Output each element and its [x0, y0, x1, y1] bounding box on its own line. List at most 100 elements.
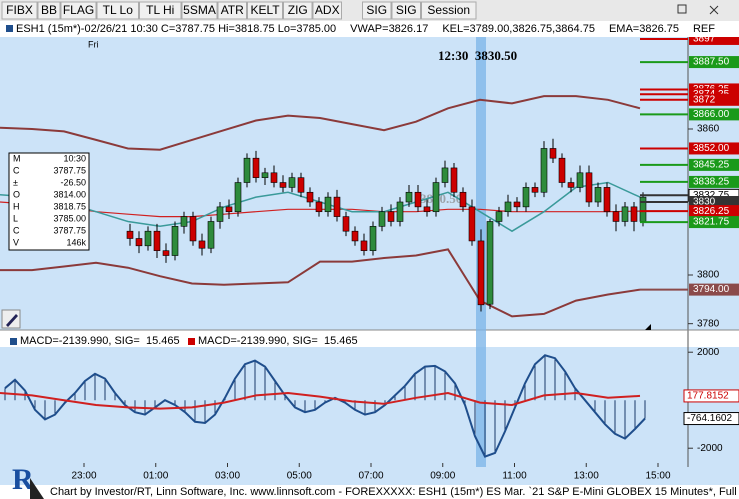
candle-body — [252, 157, 260, 178]
candle-body — [189, 216, 197, 242]
pencil-tool[interactable] — [1, 309, 21, 329]
legend-swatch — [10, 338, 17, 345]
toolbar-button[interactable] — [391, 1, 421, 20]
header-item: ESH1 (15m*)-02/26/21 10:30 C=3787.75 Hi=… — [16, 23, 336, 35]
candle-body — [450, 167, 458, 193]
info-value: 3785.00 — [53, 213, 86, 223]
toolbar-button[interactable] — [312, 1, 342, 20]
y-tick-label: 3800 — [697, 270, 720, 281]
candle-body — [216, 206, 224, 222]
close-button[interactable] — [709, 5, 719, 15]
candle-body — [477, 240, 485, 306]
candle-body — [171, 226, 179, 256]
info-key: V — [13, 237, 19, 247]
price-label-box — [689, 158, 739, 171]
toolbar-button[interactable] — [96, 1, 139, 20]
candle-body — [558, 157, 566, 183]
toolbar-button[interactable] — [37, 1, 61, 20]
header-bar — [0, 21, 739, 37]
candle-body — [432, 182, 440, 213]
candle-body — [468, 206, 476, 242]
toolbar-button-label: 5SMA — [183, 3, 216, 17]
candle-body — [135, 238, 143, 247]
x-tick-label: 07:00 — [358, 471, 383, 482]
toolbar-button[interactable] — [217, 1, 247, 20]
price-label-box — [689, 283, 739, 296]
pencil-icon — [6, 314, 18, 327]
header-item: REF — [693, 23, 715, 35]
day-label: Fri — [88, 39, 99, 49]
candle-body — [621, 206, 629, 222]
candle-body — [567, 182, 575, 188]
toolbar-button-label: FIBX — [6, 3, 33, 17]
price-label: 3887.50 — [693, 57, 730, 68]
info-key: C — [13, 225, 20, 235]
info-value: 3814.00 — [53, 189, 86, 199]
info-key: M — [13, 153, 21, 163]
price-label-box — [689, 37, 739, 45]
candle-body — [441, 167, 449, 183]
macd-value-label: -764.1602 — [687, 413, 732, 424]
toolbar-button-label: SIG — [366, 3, 387, 17]
x-tick-label: 13:00 — [574, 471, 599, 482]
candle-body — [315, 201, 323, 213]
info-value: 3787.75 — [53, 225, 86, 235]
toolbar-button[interactable] — [181, 1, 218, 20]
candle-body — [261, 172, 269, 178]
header-item: KEL=3789.00,3826.75,3864.75 — [442, 23, 595, 35]
candle-body — [279, 182, 287, 188]
price-plot: 38973887.503876.253874.2538723866.003852… — [0, 37, 739, 318]
candle-body — [351, 230, 359, 242]
toolbar-button-label: Session — [427, 3, 470, 17]
toolbar-button[interactable] — [362, 1, 392, 20]
time-axis — [0, 467, 739, 485]
candle-body — [414, 191, 422, 208]
macd-value-box — [683, 412, 739, 426]
header-swatch — [6, 25, 13, 32]
toolbar-button-label: ATR — [221, 3, 244, 17]
candle-body — [504, 201, 512, 213]
y-tick-label: -2000 — [697, 443, 723, 454]
candle-body — [225, 206, 233, 213]
toolbar-button[interactable] — [247, 1, 283, 20]
info-key: H — [13, 201, 20, 211]
toolbar-button[interactable] — [1, 1, 38, 20]
info-value: -26.50 — [60, 177, 86, 187]
signal-line — [0, 391, 641, 410]
footer — [0, 485, 739, 499]
toolbar-button[interactable] — [283, 1, 313, 20]
price-label: 3838.25 — [693, 177, 730, 188]
candle-body — [360, 240, 368, 251]
logo-mark — [30, 478, 44, 499]
price-label: 3866.00 — [693, 109, 730, 120]
y-tick-label: 3860 — [697, 124, 720, 135]
macd-value-label: 177.8152 — [687, 391, 729, 402]
x-tick-label: 11:00 — [502, 471, 527, 482]
price-label-box — [689, 93, 739, 106]
candle-body — [144, 230, 152, 247]
macd-value-box — [683, 389, 739, 403]
candle-body — [531, 187, 539, 193]
candle-body — [594, 187, 602, 203]
toolbar-button[interactable] — [60, 1, 97, 20]
header-text: ESH1 (15m*)-02/26/21 10:30 C=3787.75 Hi=… — [16, 23, 715, 35]
toolbar-button-label: TL Lo — [103, 3, 134, 17]
candle-body — [396, 201, 404, 222]
info-value: 3818.75 — [53, 201, 86, 211]
candle-body — [180, 216, 188, 227]
y-tick-label: 2000 — [697, 347, 720, 358]
price-label-box — [689, 56, 739, 69]
info-box — [8, 152, 90, 251]
price-label: 3821.75 — [693, 217, 730, 228]
y-tick-label: 3780 — [697, 318, 720, 329]
x-tick-label: 09:00 — [430, 471, 455, 482]
toolbar-button[interactable] — [421, 1, 477, 20]
scroll-marker — [645, 324, 651, 330]
restore-button[interactable] — [677, 4, 687, 14]
price-label: 3826.25 — [693, 206, 730, 217]
candle-body — [540, 148, 548, 193]
toolbar-button[interactable] — [139, 1, 182, 20]
info-key: L — [13, 213, 18, 223]
candle-body — [306, 191, 314, 203]
